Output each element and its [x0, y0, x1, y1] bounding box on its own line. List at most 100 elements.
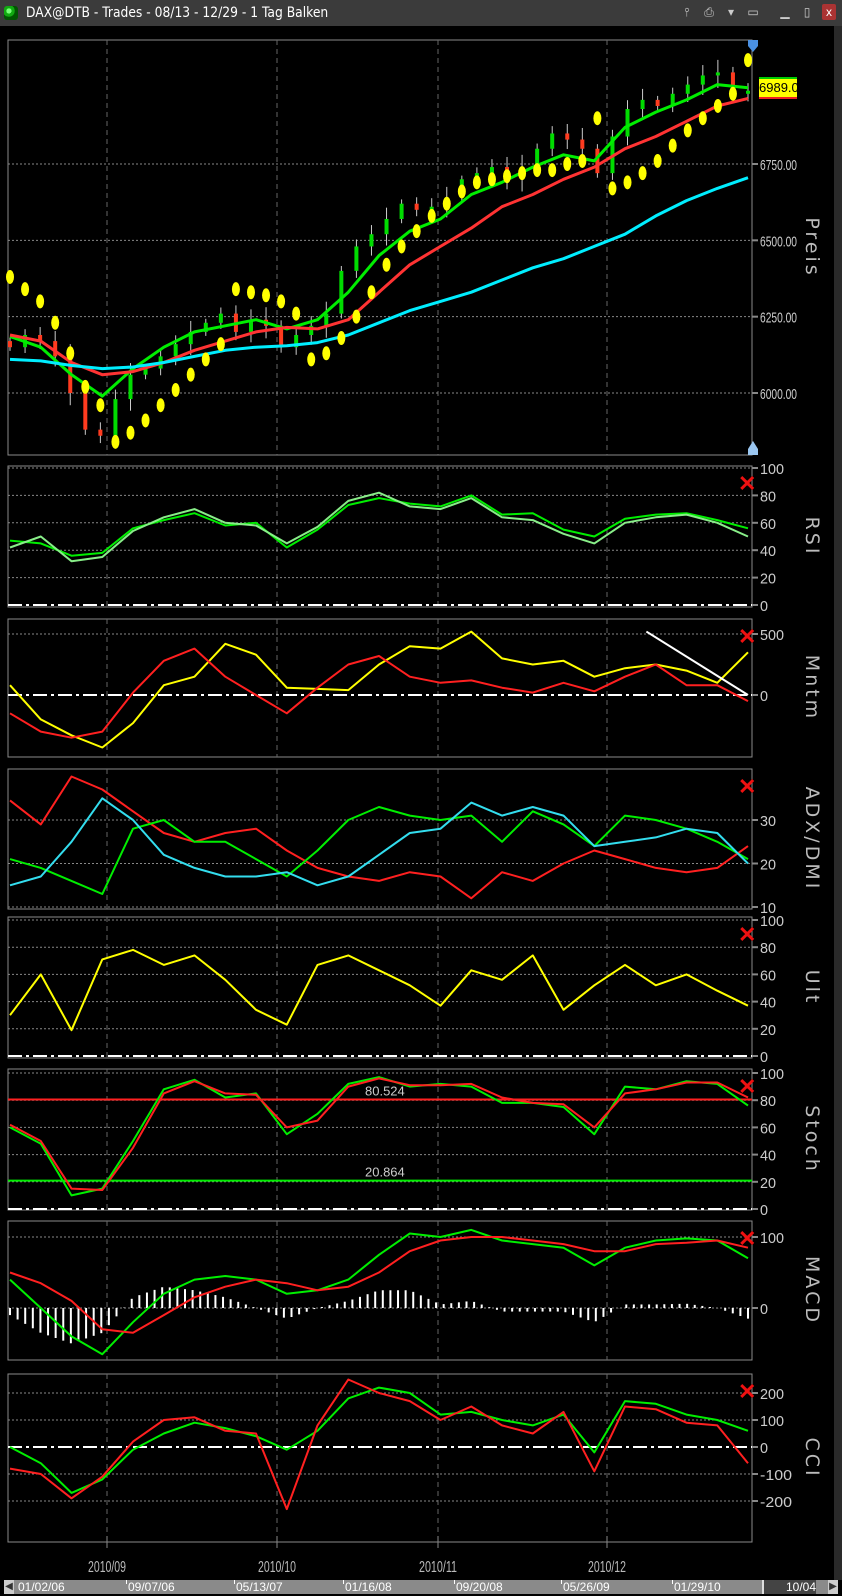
window-title: DAX@DTB - Trades - 08/13 - 12/29 - 1 Tag…: [26, 5, 329, 21]
candle: [324, 313, 329, 326]
series-line: [9, 491, 749, 563]
scroll-tick: [126, 1580, 127, 1584]
axis-tick-label: 10: [760, 900, 776, 917]
candle: [715, 72, 720, 76]
scroll-left-icon[interactable]: ◀: [4, 1580, 14, 1594]
panel-cci: -200 -100 0 100 200 CCI ✕: [7, 1373, 823, 1543]
scroll-label: 05/13/07: [236, 1580, 283, 1594]
candle: [625, 109, 630, 137]
sar-dot: [713, 98, 722, 113]
sar-dot: [262, 288, 271, 303]
panel-label: RSI: [801, 517, 823, 557]
candle: [580, 139, 585, 149]
candle: [113, 399, 118, 436]
panel-frame: [7, 465, 753, 608]
scroll-right-icon[interactable]: ▶: [828, 1580, 838, 1594]
axis-tick-label: 500: [760, 627, 784, 644]
sar-dot: [563, 157, 572, 171]
series-line: [9, 948, 749, 1032]
sar-dot: [51, 315, 60, 330]
time-scrollbar[interactable]: ◀ 01/02/06 09/07/06 05/13/07 01/16/08 09…: [4, 1580, 838, 1594]
sar-dot: [533, 163, 542, 178]
sar-dot: [201, 352, 210, 367]
axis-tick-label: 40: [760, 995, 776, 1012]
axis-tick-label: 0: [760, 1049, 768, 1066]
sar-dot: [141, 413, 150, 428]
sar-dot: [277, 294, 286, 309]
sar-dot: [653, 153, 662, 168]
remove-indicator-icon[interactable]: ✕: [738, 922, 756, 947]
sar-dot: [6, 269, 14, 284]
candle: [279, 325, 284, 348]
level-label: 20.864: [365, 1165, 405, 1180]
series-line: [9, 1236, 749, 1334]
candle: [595, 148, 600, 174]
series-line: [9, 1076, 749, 1197]
series-line: [9, 1228, 749, 1356]
axis-tick-label: 20: [760, 857, 776, 874]
sar-dot: [683, 123, 692, 138]
candle: [640, 99, 645, 110]
sar-dot: [171, 382, 180, 397]
sar-dot: [81, 379, 90, 394]
sar-dot: [382, 257, 391, 272]
candle: [354, 246, 359, 271]
window-icon[interactable]: ▭: [747, 5, 759, 19]
print-icon[interactable]: ⎙: [704, 5, 714, 19]
axis-tick-label: 30: [760, 813, 776, 830]
sar-dot: [728, 86, 737, 101]
axis-tick-label: 200: [760, 1386, 784, 1403]
series-line: [9, 630, 749, 749]
remove-indicator-icon[interactable]: ✕: [738, 1074, 756, 1099]
panel-frame: [7, 618, 753, 758]
candle: [203, 322, 208, 332]
candle: [746, 90, 750, 94]
remove-indicator-icon[interactable]: ✕: [738, 471, 756, 496]
scroll-tick: [454, 1580, 455, 1584]
minimize-icon[interactable]: ▁: [780, 5, 790, 19]
close-icon[interactable]: x: [822, 4, 836, 20]
series-line: [9, 1077, 749, 1191]
axis-tick-label: -200: [760, 1494, 792, 1511]
scroll-label: 10/04: [786, 1580, 817, 1594]
sar-dot: [231, 282, 240, 297]
axis-tick-label: 0: [760, 688, 768, 705]
axis-tick-label: 60: [760, 967, 776, 984]
remove-indicator-icon[interactable]: ✕: [738, 774, 756, 799]
candle: [414, 203, 419, 210]
sar-dot: [216, 337, 225, 352]
candle: [655, 99, 660, 106]
sar-dot: [126, 425, 135, 440]
candle: [339, 270, 344, 314]
axis-tick-label: 6000.00: [760, 386, 797, 403]
sar-dot: [518, 166, 527, 181]
axis-tick-label: 20: [760, 1022, 776, 1039]
trendline: [645, 630, 749, 696]
scroll-label: 01/29/10: [674, 1580, 721, 1594]
axis-tick-label: 6750.00: [760, 157, 797, 174]
panel-macd: 0 100 MACD ✕: [7, 1220, 823, 1361]
axis-tick-label: -100: [760, 1467, 792, 1484]
axis-tick-label: 0: [760, 598, 768, 615]
axis-tick-label: 80: [760, 940, 776, 957]
sar-dot: [472, 175, 481, 190]
sar-dot: [322, 346, 331, 361]
axis-tick-label: 20: [760, 571, 776, 588]
sar-dot: [487, 172, 496, 187]
candle: [384, 218, 389, 235]
remove-indicator-icon[interactable]: ✕: [738, 1226, 756, 1251]
sar-dot: [638, 166, 647, 181]
scroll-thumb[interactable]: [762, 1580, 816, 1594]
tools-icon[interactable]: ▾: [727, 5, 735, 19]
sar-dot: [337, 331, 346, 346]
panel-ult: 0 20 40 60 80 100 Ult ✕: [7, 913, 823, 1066]
axis-tick-label: 40: [760, 543, 776, 560]
candle: [83, 393, 88, 430]
maximize-icon[interactable]: ▯: [803, 5, 811, 19]
remove-indicator-icon[interactable]: ✕: [738, 624, 756, 649]
remove-indicator-icon[interactable]: ✕: [738, 1379, 756, 1404]
candle: [399, 203, 404, 219]
axis-tick-label: 60: [760, 516, 776, 533]
pin-icon[interactable]: ⫯: [684, 5, 690, 19]
panel-label: CCI: [801, 1437, 823, 1478]
